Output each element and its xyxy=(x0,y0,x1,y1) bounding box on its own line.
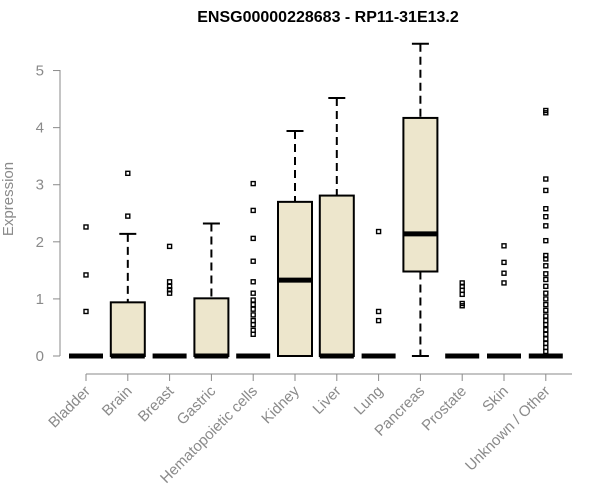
box-3 xyxy=(152,243,187,359)
outlier-point xyxy=(250,180,256,187)
outlier-point xyxy=(375,228,382,235)
outlier-point xyxy=(459,300,465,307)
outlier-point xyxy=(543,301,549,308)
outlier-point xyxy=(543,331,549,338)
box-10 xyxy=(445,280,480,359)
box-9 xyxy=(402,42,439,357)
outlier-point xyxy=(543,206,549,212)
x-tick-label: Skin xyxy=(479,383,512,416)
outlier-point xyxy=(250,327,256,334)
iqr-box xyxy=(402,116,439,273)
outlier-point xyxy=(543,187,549,194)
outlier-point xyxy=(83,224,89,230)
outlier-point xyxy=(543,283,549,290)
outlier-point xyxy=(250,207,256,214)
outlier-point xyxy=(543,327,549,333)
iqr-box xyxy=(109,301,146,357)
x-tick-label: Kidney xyxy=(258,382,303,427)
y-tick-label: 3 xyxy=(36,177,44,194)
chart-title: ENSG00000228683 - RP11-31E13.2 xyxy=(197,9,459,26)
outlier-point xyxy=(501,270,507,276)
outlier-point xyxy=(250,317,256,324)
y-tick-label: 1 xyxy=(36,291,44,308)
iqr-box xyxy=(318,194,355,357)
box-6 xyxy=(277,130,313,357)
outlier-point xyxy=(250,290,256,296)
box-12 xyxy=(528,107,563,359)
outlier-point xyxy=(543,263,549,269)
outlier-point xyxy=(543,176,549,182)
boxes-group xyxy=(69,42,563,359)
outlier-point xyxy=(125,170,131,177)
box-1 xyxy=(69,224,103,359)
outlier-point xyxy=(166,279,173,285)
outlier-point xyxy=(250,297,256,303)
x-tick-label: Lung xyxy=(351,383,387,419)
outlier-point xyxy=(543,237,549,244)
outlier-point xyxy=(83,308,89,315)
outlier-point xyxy=(543,107,549,114)
x-tick-label: Bladder xyxy=(45,383,94,432)
outlier-point xyxy=(543,317,549,324)
outlier-point xyxy=(543,340,549,347)
outlier-point xyxy=(459,280,465,286)
outlier-point xyxy=(501,259,507,266)
box-11 xyxy=(487,243,521,359)
outlier-point xyxy=(83,272,89,278)
outlier-point xyxy=(250,279,256,285)
box-7 xyxy=(318,96,355,359)
outlier-point xyxy=(250,301,256,308)
y-axis-label: Expression xyxy=(0,162,17,236)
outlier-point xyxy=(543,223,549,229)
x-tick-label: Breast xyxy=(135,382,178,425)
outlier-point xyxy=(543,296,549,302)
y-tick-label: 4 xyxy=(36,120,44,137)
x-tick-label: Prostate xyxy=(418,383,470,435)
outlier-point xyxy=(250,258,256,264)
y-axis-ticks: 0 1 2 3 4 5 xyxy=(36,63,60,365)
x-tick-label: Liver xyxy=(310,383,345,418)
iqr-box xyxy=(193,297,230,358)
x-tick-label: Brain xyxy=(99,383,136,420)
outlier-point xyxy=(543,276,549,283)
outlier-point xyxy=(166,243,173,250)
outlier-point xyxy=(375,308,382,315)
outlier-point xyxy=(543,213,549,220)
outlier-point xyxy=(543,252,549,259)
outlier-point xyxy=(125,213,131,219)
outlier-point xyxy=(375,317,382,324)
outlier-point xyxy=(543,313,549,319)
y-tick-label: 0 xyxy=(36,348,44,365)
outlier-point xyxy=(166,283,173,290)
outlier-point xyxy=(543,307,549,314)
outlier-point xyxy=(501,280,507,286)
box-5 xyxy=(236,180,271,359)
outlier-point xyxy=(543,336,549,342)
outlier-point xyxy=(501,243,507,249)
box-4 xyxy=(193,222,230,359)
box-8 xyxy=(361,228,396,359)
outlier-point xyxy=(250,235,256,242)
box-2 xyxy=(109,170,146,359)
outlier-point xyxy=(250,312,256,318)
y-tick-label: 5 xyxy=(36,63,44,80)
outlier-point xyxy=(543,290,549,296)
outlier-point xyxy=(543,271,549,277)
y-tick-label: 2 xyxy=(36,234,44,251)
outlier-point xyxy=(250,306,256,312)
